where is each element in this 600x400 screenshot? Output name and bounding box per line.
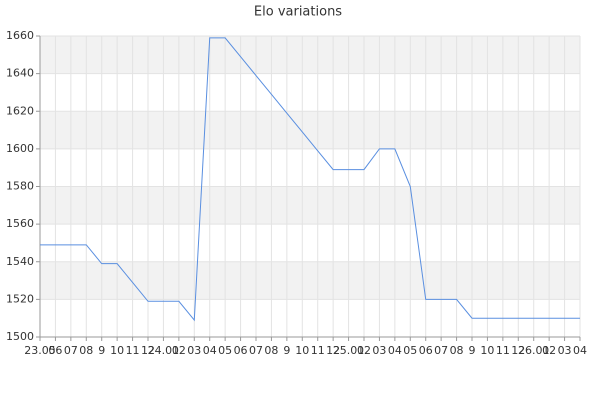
x-tick-label: 07 bbox=[434, 344, 448, 357]
x-tick-label: 10 bbox=[295, 344, 309, 357]
x-tick-label: 04 bbox=[573, 344, 587, 357]
y-tick-label: 1520 bbox=[6, 292, 34, 305]
grid-band bbox=[40, 261, 580, 300]
x-tick-label: 9 bbox=[98, 344, 105, 357]
y-tick-label: 1500 bbox=[6, 330, 34, 343]
x-tick-label: 04 bbox=[388, 344, 402, 357]
x-tick-label: 11 bbox=[496, 344, 510, 357]
x-tick-label: 06 bbox=[419, 344, 433, 357]
line bbox=[40, 37, 580, 322]
y-tick-label: 1580 bbox=[6, 180, 34, 193]
x-tick-label: 02 bbox=[542, 344, 556, 357]
x-tick-label: 05 bbox=[218, 344, 232, 357]
y-tick-label: 1640 bbox=[6, 67, 34, 80]
x-tick-label: 25.01 bbox=[333, 344, 365, 357]
x-tick-label: 08 bbox=[450, 344, 464, 357]
x-tick-label: 05 bbox=[403, 344, 417, 357]
grid-band bbox=[40, 111, 580, 149]
x-tick-label: 26.01 bbox=[518, 344, 550, 357]
x-tick-label: 03 bbox=[558, 344, 572, 357]
x-tick-label: 24.01 bbox=[148, 344, 180, 357]
chart-title: Elo variations bbox=[254, 5, 342, 20]
x-tick-label: 04 bbox=[203, 344, 217, 357]
x-tick-label: 06 bbox=[48, 344, 62, 357]
x-tick-label: 9 bbox=[469, 344, 476, 357]
x-tick-label: 10 bbox=[110, 344, 124, 357]
grid-band bbox=[40, 36, 580, 74]
grid-band bbox=[40, 186, 580, 225]
x-tick-label: 10 bbox=[480, 344, 494, 357]
x-tick-label: 12 bbox=[326, 344, 340, 357]
x-tick-label: 9 bbox=[283, 344, 290, 357]
x-tick-label: 06 bbox=[234, 344, 248, 357]
y-tick-label: 1620 bbox=[6, 104, 34, 117]
x-tick-label: 03 bbox=[372, 344, 386, 357]
y-tick-label: 1600 bbox=[6, 142, 34, 155]
x-tick-label: 23.05 bbox=[24, 344, 56, 357]
x-tick-label: 07 bbox=[64, 344, 78, 357]
x-tick-label: 12 bbox=[511, 344, 525, 357]
x-tick-label: 08 bbox=[264, 344, 278, 357]
x-tick-label: 02 bbox=[357, 344, 371, 357]
y-tick-label: 1660 bbox=[6, 29, 34, 42]
x-tick-label: 08 bbox=[79, 344, 93, 357]
x-tick-label: 02 bbox=[172, 344, 186, 357]
x-tick-label: 03 bbox=[187, 344, 201, 357]
x-tick-label: 12 bbox=[141, 344, 155, 357]
x-tick-label: 11 bbox=[126, 344, 140, 357]
y-tick-label: 1540 bbox=[6, 255, 34, 268]
y-tick-label: 1560 bbox=[6, 217, 34, 230]
x-tick-label: 07 bbox=[249, 344, 263, 357]
x-tick-label: 11 bbox=[311, 344, 325, 357]
